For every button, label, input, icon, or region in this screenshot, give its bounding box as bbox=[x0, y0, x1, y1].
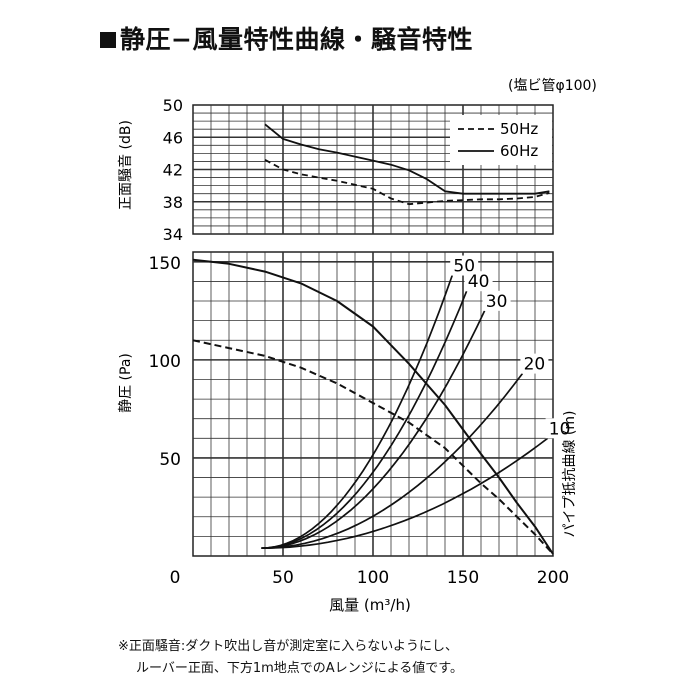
noise-legend: 50Hz 60Hz bbox=[450, 115, 552, 165]
pipe-note: (塩ビ管φ100) bbox=[508, 78, 597, 94]
noise-ytick-label: 50 bbox=[163, 96, 183, 115]
noise-axis: 50 46 42 38 34 bbox=[163, 96, 183, 244]
pipe-label-40: 40 bbox=[468, 272, 490, 292]
x-tick-label: 50 bbox=[272, 568, 294, 588]
pressure-line-50hz bbox=[192, 339, 554, 555]
pressure-ytick-label: 50 bbox=[159, 450, 181, 470]
title-square-marker bbox=[100, 32, 116, 48]
pressure-ylabel: 静圧 (Pa) bbox=[118, 353, 134, 413]
noise-ytick-label: 46 bbox=[163, 128, 183, 147]
pipe-label-20: 20 bbox=[524, 355, 546, 375]
footnote-line-1: ※正面騒音:ダクト吹出し音が測定室に入らないようにし、 bbox=[118, 639, 459, 654]
noise-ytick-label: 42 bbox=[163, 161, 183, 180]
legend-label-50hz: 50Hz bbox=[500, 120, 538, 138]
title-text: 静圧−風量特性曲線・騒音特性 bbox=[120, 25, 473, 54]
x-axis-label: 風量 (m³/h) bbox=[329, 596, 411, 614]
pipe-curve-20 bbox=[261, 373, 524, 550]
pipe-label-30: 30 bbox=[486, 292, 508, 312]
pressure-ytick-label: 150 bbox=[149, 254, 181, 274]
pipe-y2label: パイプ抵抗曲線 (m) bbox=[562, 410, 578, 537]
pipe-curve-50 bbox=[261, 275, 454, 550]
pipe-curve-30 bbox=[261, 310, 486, 550]
pipe-label-bg bbox=[464, 271, 493, 292]
pressure-series bbox=[192, 258, 554, 555]
pipe-curve-40 bbox=[261, 290, 468, 550]
pipe-label-bg bbox=[450, 255, 479, 276]
x-tick-label: 100 bbox=[357, 568, 389, 588]
legend-background bbox=[450, 115, 552, 165]
pressure-ytick-label: 100 bbox=[149, 352, 181, 372]
pipe-label-bg bbox=[482, 290, 511, 311]
noise-series bbox=[264, 123, 550, 206]
pipe-label-bg bbox=[520, 353, 549, 374]
footnote-line-2: ルーバー正面、下方1m地点でのAレンジによる値です。 bbox=[136, 661, 464, 676]
noise-line-50hz bbox=[264, 159, 550, 206]
noise-ylabel: 正面騒音 (dB) bbox=[117, 120, 134, 210]
noise-line-60hz bbox=[264, 123, 550, 195]
legend-label-60hz: 60Hz bbox=[500, 142, 538, 160]
pressure-axis: 150 100 50 0 50 100 150 200 bbox=[149, 254, 570, 588]
pipe-label-bg bbox=[545, 418, 574, 439]
x-tick-label: 200 bbox=[537, 568, 569, 588]
pressure-line-60hz bbox=[192, 258, 554, 555]
noise-ytick-label: 38 bbox=[163, 193, 183, 212]
chart-title: 静圧−風量特性曲線・騒音特性 bbox=[100, 20, 473, 56]
pipe-curve-10 bbox=[261, 437, 549, 550]
noise-ytick-label: 34 bbox=[163, 225, 183, 244]
x-tick-label: 0 bbox=[170, 568, 181, 588]
x-tick-label: 150 bbox=[447, 568, 479, 588]
pipe-label-10: 10 bbox=[549, 419, 571, 439]
footnote: ※正面騒音:ダクト吹出し音が測定室に入らないようにし、 ルーバー正面、下方1m地… bbox=[118, 636, 463, 680]
